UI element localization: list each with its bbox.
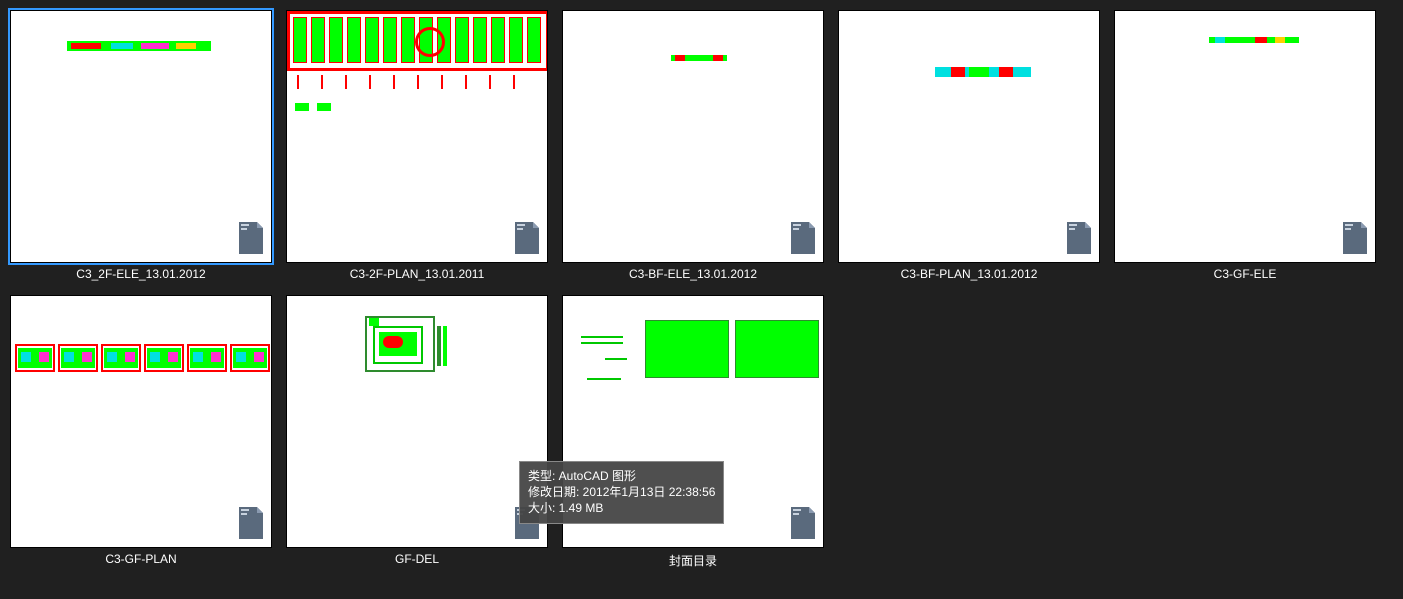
file-item[interactable]: C3-GF-PLAN	[10, 295, 272, 569]
file-item[interactable]: C3-BF-ELE_13.01.2012	[562, 10, 824, 281]
file-item[interactable]: C3-BF-PLAN_13.01.2012	[838, 10, 1100, 281]
file-item[interactable]: C3_2F-ELE_13.01.2012	[10, 10, 272, 281]
dwg-file-icon	[237, 505, 265, 541]
file-label: C3-GF-ELE	[1214, 263, 1277, 281]
file-item[interactable]: GF-DEL	[286, 295, 548, 569]
dwg-file-icon	[789, 220, 817, 256]
file-thumbnail[interactable]	[10, 295, 272, 548]
file-thumbnail[interactable]	[562, 10, 824, 263]
file-label: C3-2F-PLAN_13.01.2011	[350, 263, 485, 281]
file-label: 封面目录	[669, 548, 717, 569]
file-item[interactable]: 封面目录	[562, 295, 824, 569]
dwg-file-icon	[237, 220, 265, 256]
dwg-file-icon	[789, 505, 817, 541]
file-label: C3-BF-PLAN_13.01.2012	[901, 263, 1038, 281]
file-label: C3-GF-PLAN	[105, 548, 176, 566]
file-thumbnail[interactable]	[286, 10, 548, 263]
file-thumbnail[interactable]	[10, 10, 272, 263]
file-item[interactable]: C3-GF-ELE	[1114, 10, 1376, 281]
dwg-file-icon	[513, 220, 541, 256]
tooltip-line: 修改日期: 2012年1月13日 22:38:56	[528, 484, 715, 500]
dwg-file-icon	[1341, 220, 1369, 256]
file-item[interactable]: C3-2F-PLAN_13.01.2011	[286, 10, 548, 281]
file-label: C3_2F-ELE_13.01.2012	[76, 263, 205, 281]
tooltip-line: 大小: 1.49 MB	[528, 500, 715, 516]
file-tooltip: 类型: AutoCAD 图形 修改日期: 2012年1月13日 22:38:56…	[519, 461, 724, 524]
dwg-file-icon	[1065, 220, 1093, 256]
file-thumbnail[interactable]	[286, 295, 548, 548]
file-thumbnail[interactable]	[838, 10, 1100, 263]
file-label: GF-DEL	[395, 548, 439, 566]
tooltip-line: 类型: AutoCAD 图形	[528, 468, 715, 484]
file-label: C3-BF-ELE_13.01.2012	[629, 263, 757, 281]
file-thumbnail[interactable]	[1114, 10, 1376, 263]
